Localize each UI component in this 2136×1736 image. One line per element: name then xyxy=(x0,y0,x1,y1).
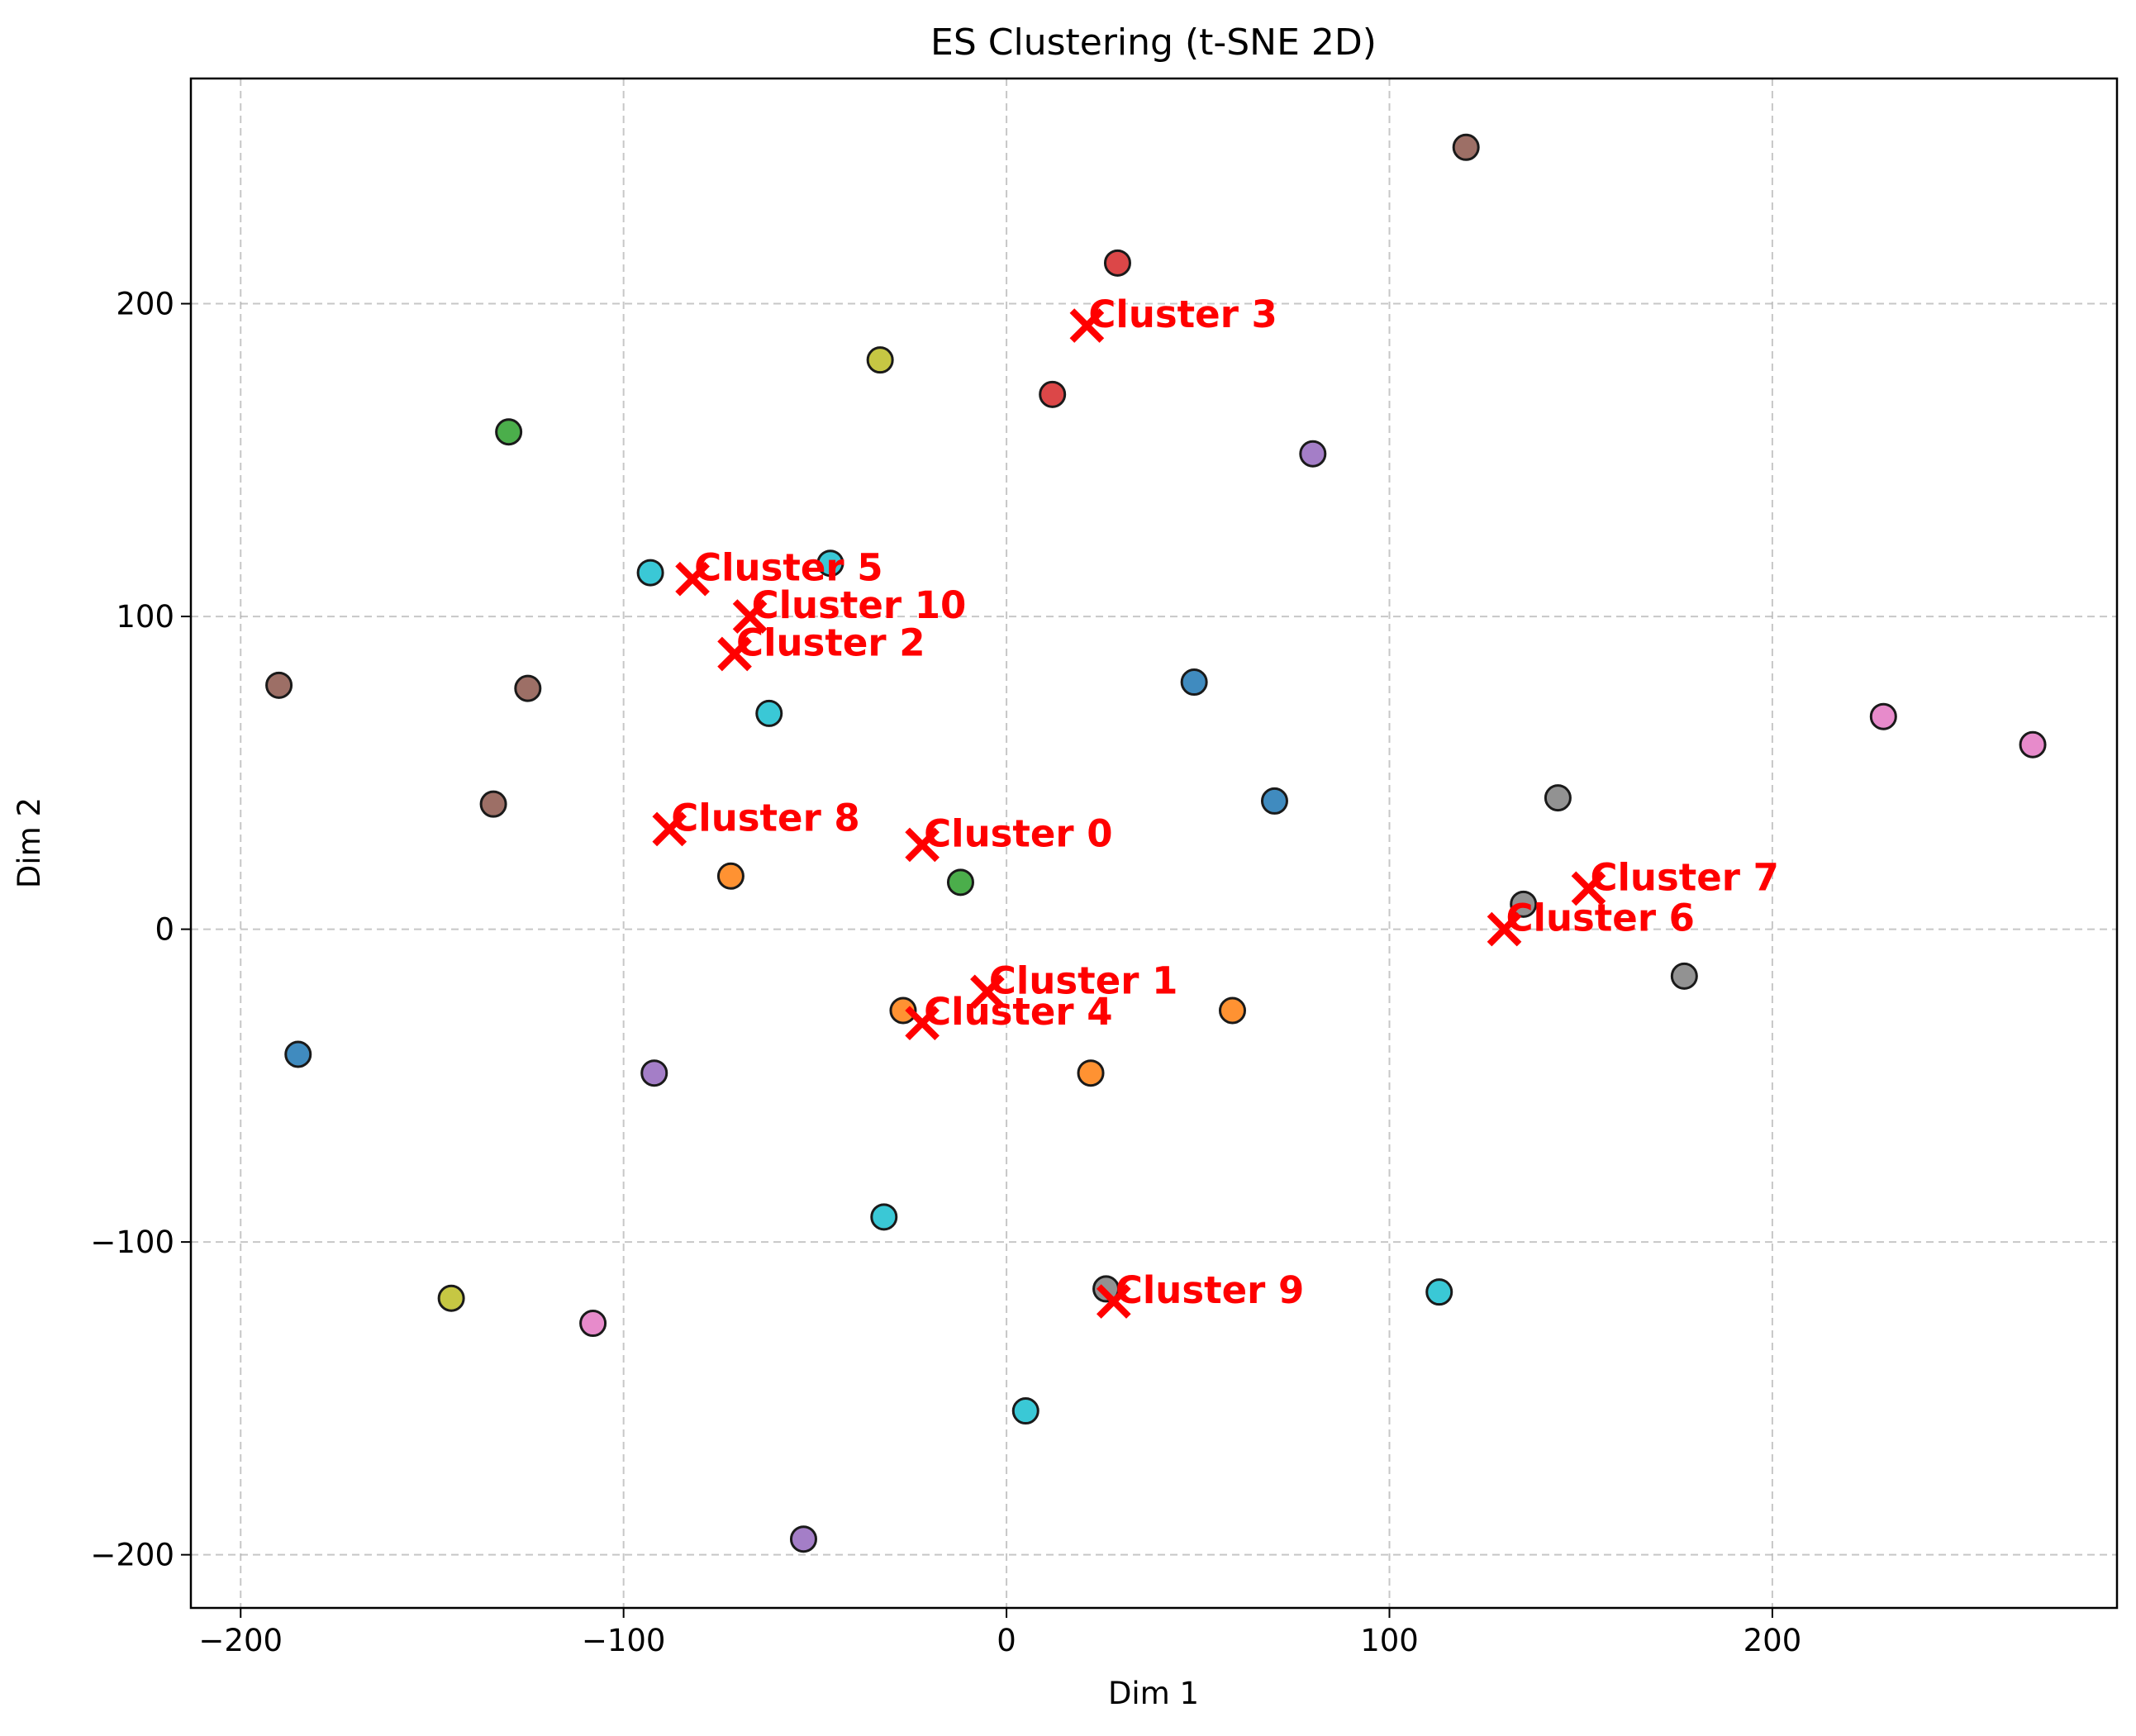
x-tick-label: −200 xyxy=(198,1623,283,1658)
y-tick-label: −200 xyxy=(90,1538,174,1573)
y-axis-label: Dim 2 xyxy=(12,797,47,888)
data-point xyxy=(946,868,974,897)
data-point xyxy=(789,1525,817,1553)
y-tick-label: 0 xyxy=(155,912,174,948)
centroid-label: Cluster 5 xyxy=(694,546,882,590)
cluster-centroids: Cluster 0 Cluster 1 Cluster 2 Cluster 3 Clus… xyxy=(652,293,1779,1319)
data-point xyxy=(866,346,894,374)
data-point xyxy=(636,559,664,587)
centroid-marker xyxy=(732,599,768,634)
x-axis-label: Dim 1 xyxy=(1108,1676,1199,1711)
centroid-marker xyxy=(1487,911,1522,947)
x-tick-label: 200 xyxy=(1744,1623,1802,1658)
axis-ticks: −200 −100 0 100 200 −200 −100 0 100 200 xyxy=(90,287,1801,1658)
centroid-marker xyxy=(1069,308,1105,343)
data-point xyxy=(716,862,745,890)
data-point xyxy=(1544,784,1572,812)
centroid-label: Cluster 9 xyxy=(1116,1268,1304,1312)
centroid-label: Cluster 10 xyxy=(752,583,967,627)
data-point xyxy=(1011,1397,1039,1425)
data-point xyxy=(437,1284,465,1312)
centroid-marker xyxy=(905,827,940,863)
centroid-marker xyxy=(905,1006,940,1040)
x-tick-label: 0 xyxy=(997,1623,1016,1658)
data-point xyxy=(1103,249,1131,277)
data-point xyxy=(640,1059,668,1087)
centroid-x-stroke xyxy=(1069,308,1105,343)
centroid-label: Cluster 3 xyxy=(1088,293,1277,336)
centroid-marker xyxy=(675,561,710,597)
data-point xyxy=(1452,133,1480,161)
centroid-marker xyxy=(717,636,752,672)
centroid-marker xyxy=(652,811,687,847)
data-point xyxy=(1092,1275,1120,1303)
centroid-label: Cluster 8 xyxy=(671,796,859,839)
centroid-label: Cluster 7 xyxy=(1590,855,1778,899)
centroid-x-stroke xyxy=(1097,1284,1131,1319)
centroid-x-stroke xyxy=(970,974,1005,1010)
centroid-label: Cluster 0 xyxy=(924,811,1112,855)
centroid-marker xyxy=(1571,871,1606,906)
grid-lines xyxy=(191,78,2117,1608)
data-point xyxy=(579,1310,607,1338)
data-point xyxy=(889,996,917,1025)
y-tick-label: 200 xyxy=(116,287,174,322)
data-point xyxy=(1510,890,1538,918)
centroid-label: Cluster 2 xyxy=(736,621,925,664)
centroid-x-stroke xyxy=(905,827,940,863)
data-point xyxy=(1869,702,1897,730)
data-point xyxy=(870,1203,898,1231)
data-point xyxy=(265,671,293,699)
y-tick-label: −100 xyxy=(90,1225,174,1260)
centroid-x-stroke xyxy=(732,599,768,634)
data-points xyxy=(265,133,2047,1553)
x-tick-label: −100 xyxy=(582,1623,666,1658)
data-point xyxy=(514,674,542,702)
centroid-label: Cluster 1 xyxy=(989,958,1177,1002)
centroid-x-stroke xyxy=(652,811,687,847)
data-point xyxy=(755,699,783,727)
centroid-marker xyxy=(1097,1284,1131,1319)
data-point xyxy=(284,1040,312,1068)
data-point xyxy=(1077,1059,1105,1087)
centroid-x-stroke xyxy=(1571,871,1606,906)
data-point xyxy=(1299,440,1327,468)
data-point xyxy=(495,418,523,446)
data-point xyxy=(1219,996,1247,1025)
data-point xyxy=(1180,668,1208,697)
centroid-marker xyxy=(970,974,1005,1010)
centroid-x-stroke xyxy=(905,1006,940,1040)
centroid-label: Cluster 4 xyxy=(924,990,1112,1034)
data-point xyxy=(1039,380,1067,408)
centroid-x-stroke xyxy=(675,561,710,597)
centroid-x-stroke xyxy=(1487,911,1522,947)
data-point xyxy=(1425,1278,1453,1306)
x-tick-label: 100 xyxy=(1360,1623,1419,1658)
centroid-x-stroke xyxy=(717,636,752,672)
y-tick-label: 100 xyxy=(116,599,174,635)
data-point xyxy=(479,790,507,818)
data-point xyxy=(816,549,844,578)
chart-title: ES Clustering (t-SNE 2D) xyxy=(930,21,1377,64)
plot-frame xyxy=(189,77,2119,1610)
data-point xyxy=(1670,962,1698,990)
data-point xyxy=(1260,787,1288,815)
data-point xyxy=(2019,730,2047,759)
